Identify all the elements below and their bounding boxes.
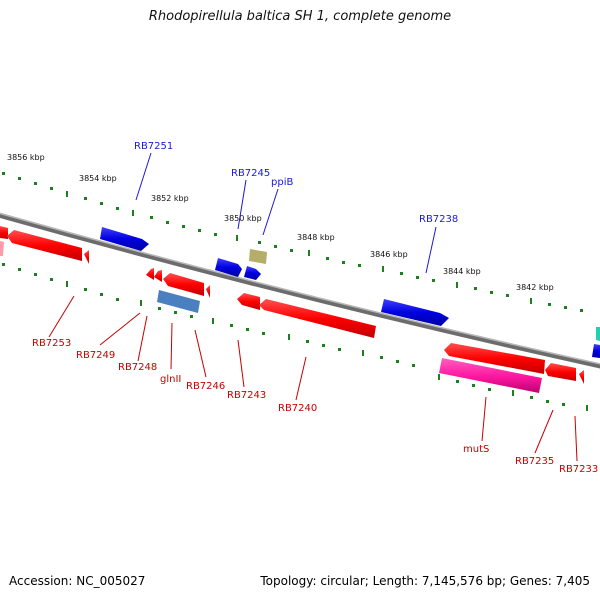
gene-RB7248[interactable]: [154, 270, 162, 282]
forward-scale-track: [2, 172, 583, 312]
gene-teal-edge[interactable]: [596, 327, 600, 341]
scale-label: 3842 kbp: [516, 283, 554, 292]
gene-label[interactable]: RB7240: [278, 403, 317, 414]
gene-blue-edge[interactable]: [592, 344, 600, 358]
gene-label[interactable]: RB7253: [32, 338, 71, 349]
scale-label: 3854 kbp: [79, 174, 117, 183]
gene-pink-edge[interactable]: [0, 241, 4, 256]
gene-red-tiny-2[interactable]: [206, 285, 210, 298]
forward-leader-lines: [135, 152, 437, 274]
scale-label: 3846 kbp: [370, 250, 408, 259]
gene-mutS[interactable]: [439, 358, 542, 393]
gene-label[interactable]: ppiB: [271, 177, 293, 188]
gene-RB7240[interactable]: [259, 299, 376, 338]
genome-backbone-highlight: [0, 212, 600, 365]
gene-label[interactable]: RB7248: [118, 362, 157, 373]
reverse-scale-track: [2, 263, 588, 411]
genome-summary: Topology: circular; Length: 7,145,576 bp…: [260, 574, 590, 588]
gene-RB7243[interactable]: [237, 293, 260, 310]
scale-label: 3856 kbp: [7, 153, 45, 162]
scale-label: 3844 kbp: [443, 267, 481, 276]
gene-blue-small-1[interactable]: [215, 258, 242, 277]
gene-RB7251[interactable]: [100, 227, 149, 251]
gene-glnII[interactable]: [157, 290, 200, 313]
gene-red-tiny-3[interactable]: [579, 370, 584, 384]
genome-backbone: [0, 212, 600, 369]
reverse-leader-lines: [48, 295, 578, 462]
gene-label[interactable]: RB7245: [231, 168, 270, 179]
forward-genes: [100, 227, 600, 358]
gene-RB7246[interactable]: [163, 273, 204, 296]
scale-label: 3850 kbp: [224, 214, 262, 223]
scale-label: 3848 kbp: [297, 233, 335, 242]
gene-ppiB[interactable]: [249, 249, 267, 264]
gene-label[interactable]: RB7243: [227, 390, 266, 401]
gene-label[interactable]: RB7238: [419, 214, 458, 225]
accession-label: Accession: NC_005027: [9, 574, 146, 588]
gene-label[interactable]: mutS: [463, 444, 489, 455]
reverse-genes: [0, 226, 584, 393]
gene-label[interactable]: RB7251: [134, 141, 173, 152]
forward-labels: RB7251 RB7245 ppiB RB7238: [134, 141, 458, 225]
gene-RB7235[interactable]: [545, 363, 576, 381]
scale-label: 3852 kbp: [151, 194, 189, 203]
gene-label[interactable]: glnII: [160, 374, 181, 385]
gene-red-edge[interactable]: [0, 226, 8, 239]
gene-label[interactable]: RB7233: [559, 464, 598, 475]
gene-label[interactable]: RB7246: [186, 381, 225, 392]
scale-labels: 3856 kbp 3854 kbp 3852 kbp 3850 kbp 3848…: [7, 153, 554, 292]
gene-RB7235-body[interactable]: [444, 343, 545, 374]
gene-label[interactable]: RB7235: [515, 456, 554, 467]
gene-RB7253[interactable]: [7, 230, 82, 261]
map-title: Rhodopirellula baltica SH 1, complete ge…: [148, 9, 452, 24]
gene-label[interactable]: RB7249: [76, 350, 115, 361]
gene-RB7238[interactable]: [381, 299, 449, 326]
gene-blue-small-2[interactable]: [244, 266, 261, 280]
gene-RB7249[interactable]: [146, 268, 154, 280]
reverse-labels: RB7253 RB7249 RB7248 glnII RB7246 RB7243…: [32, 338, 598, 475]
gene-red-tiny-1[interactable]: [84, 250, 89, 264]
